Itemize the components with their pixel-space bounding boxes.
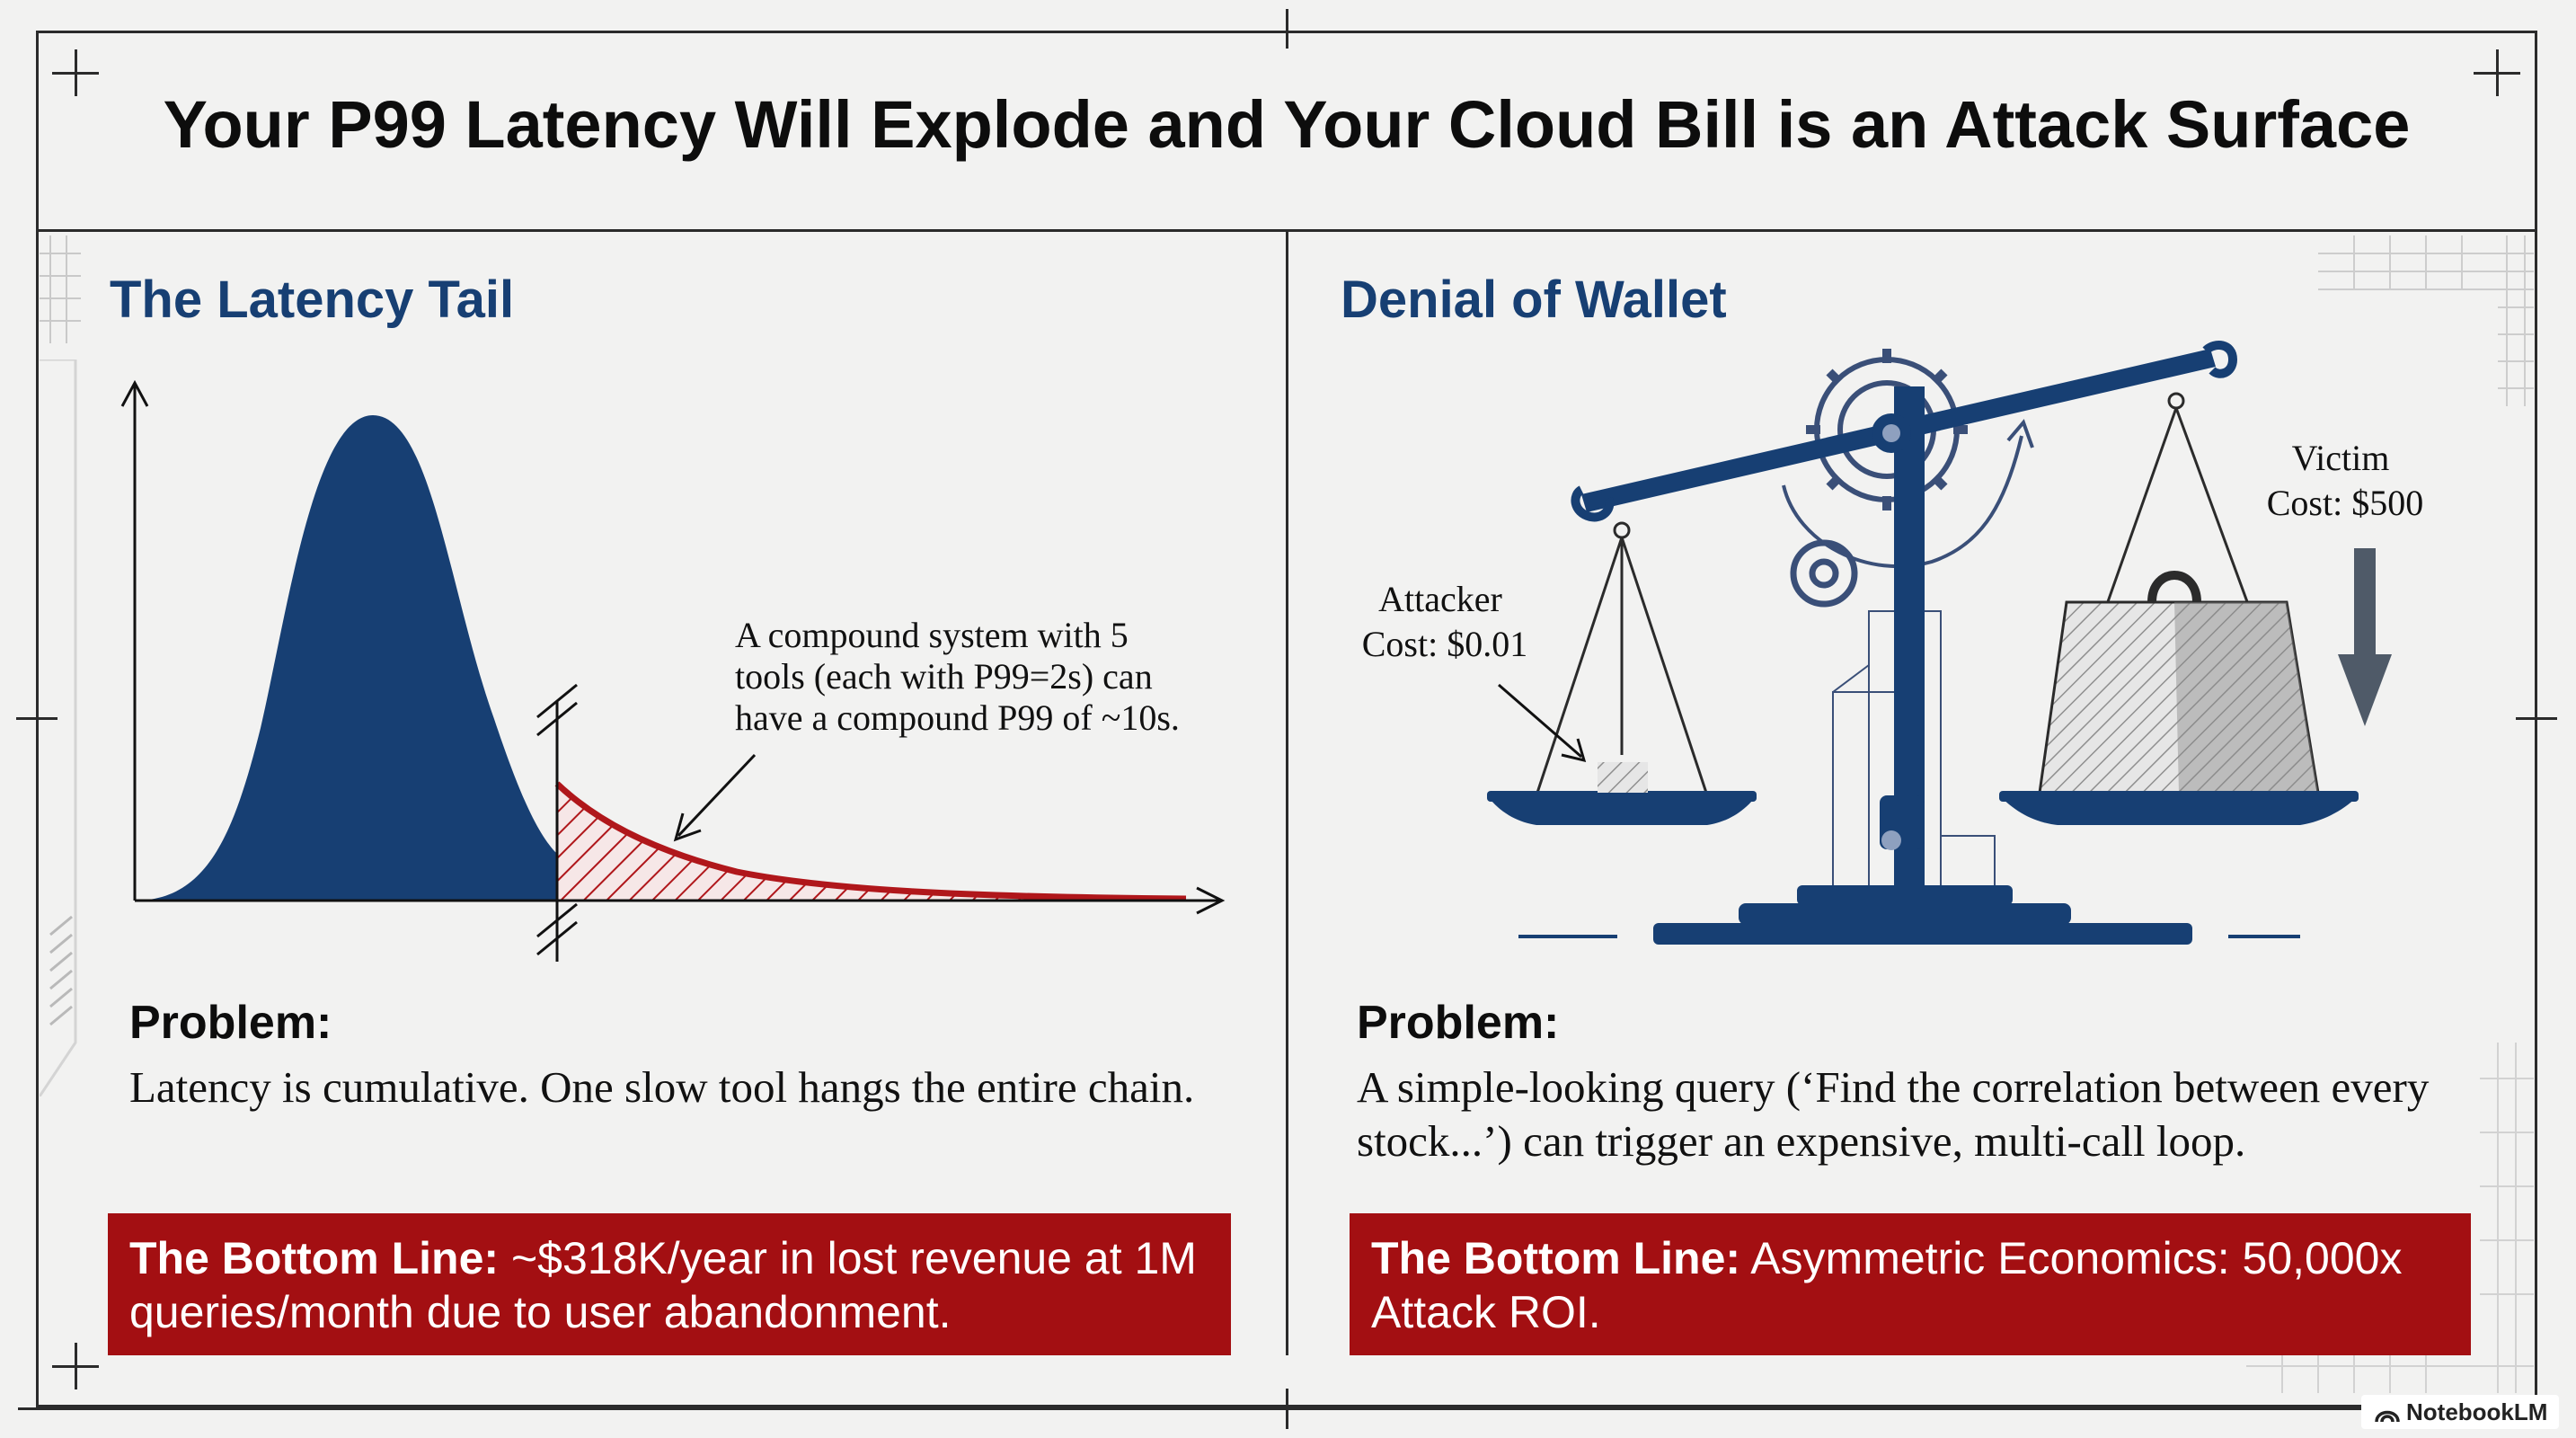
attacker-label-line: Attacker [1378,579,1502,619]
attacker-pan [1535,521,1709,796]
tail-outline [554,781,1187,902]
victim-label-line: Victim [2292,438,2390,478]
left-problem-text: Latency is cumulative. One slow tool han… [129,1062,1195,1112]
edge-tick [16,717,58,720]
victim-cost-label: Victim Cost: $500 [2267,438,2423,523]
right-bottom-line-box: The Bottom Line: Asymmetric Economics: 5… [1350,1213,2471,1355]
page-title: Your P99 Latency Will Explode and Your C… [163,87,2411,162]
decorative-hatch-left [40,360,77,1096]
corner-cross [75,1343,77,1389]
scale-base [1797,885,2013,905]
left-problem-label: Problem: [129,997,332,1049]
left-bottom-line-box: The Bottom Line: ~$318K/year in lost rev… [108,1213,1231,1355]
right-bottom-line-text: Asymmetric Economics: 50,000x Attack ROI… [1371,1233,2403,1337]
attacker-cost-label: Attacker Cost: $0.01 [1362,579,1527,664]
small-gear-icon [1790,539,1858,608]
right-problem-text: A simple-looking query (‘Find the correl… [1357,1062,2430,1166]
latency-distribution-chart: A compound system with 5 tools (each wit… [120,379,1226,962]
attacker-label-line: Cost: $0.01 [1362,624,1527,664]
brand-label: NotebookLM [2406,1398,2548,1425]
decorative-grid-bottom-right [2246,1043,2534,1393]
right-problem-label: Problem: [1357,997,1560,1049]
title-divider [36,229,2537,232]
rotation-arrow-icon [1782,435,2023,569]
distribution-tail [557,784,1186,901]
attacker-pointer [1498,683,1582,759]
left-bottom-line-text: ~$318K/year in lost revenue at 1M querie… [129,1233,1197,1337]
distribution-body [135,415,557,901]
denial-of-wallet-heading: Denial of Wallet [1341,271,1727,329]
annotation-line: have a compound P99 of ~10s. [735,697,1180,738]
annotation-line: tools (each with P99=2s) can [735,656,1153,697]
decorative-grid-left [40,235,81,343]
balance-scale-illustration: Attacker Cost: $0.01 Victim Cost: $500 [1362,341,2423,945]
left-bottom-line-label: The Bottom Line: [129,1233,500,1283]
annotation-line: A compound system with 5 [735,615,1129,655]
gear-teeth [1806,349,1968,510]
annotation-arrow [677,753,757,838]
latency-tail-heading: The Latency Tail [110,271,515,329]
y-axis-arrow [120,379,149,407]
victim-label-line: Cost: $500 [2267,483,2423,523]
edge-tick [1286,1389,1288,1429]
right-bottom-line-label: The Bottom Line: [1371,1233,1741,1283]
down-arrow-icon [2354,548,2376,656]
column-divider [1286,232,1288,1355]
corner-cross [2496,49,2499,96]
notebooklm-logo-icon [2375,1410,2400,1423]
compound-annotation: A compound system with 5 tools (each wit… [735,615,1180,738]
decorative-grid-right [2318,235,2534,406]
x-axis-arrow [1196,886,1226,915]
edge-tick [1286,9,1288,49]
corner-cross [75,49,77,96]
notebooklm-badge: NotebookLM [2361,1395,2559,1429]
edge-tick [2516,717,2557,720]
